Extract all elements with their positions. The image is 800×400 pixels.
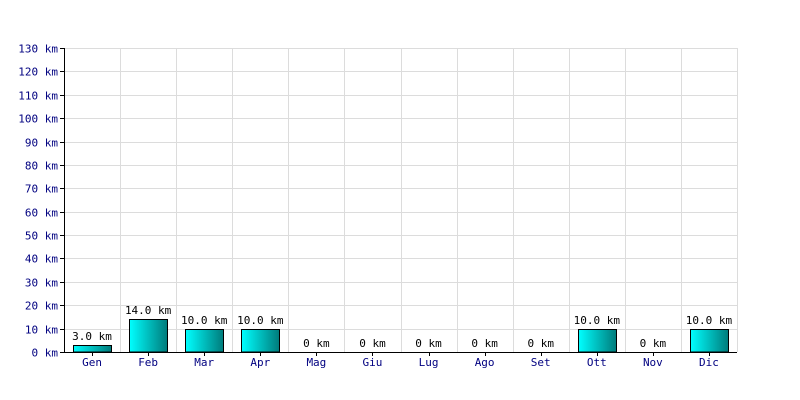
data-label: 10.0 km	[686, 314, 733, 327]
x-category-label: Giu	[363, 356, 383, 369]
y-tick-label: 70 km	[25, 183, 58, 196]
y-tick-label: 20 km	[25, 300, 58, 313]
bar-apr	[241, 329, 280, 353]
x-category-label: Gen	[82, 356, 102, 369]
data-label: 0 km	[303, 337, 330, 350]
data-label: 10.0 km	[181, 314, 228, 327]
y-tick-label: 80 km	[25, 160, 58, 173]
y-tick-label: 60 km	[25, 207, 58, 220]
bar-gen	[73, 345, 112, 353]
x-category-label: Dic	[699, 356, 719, 369]
bar-ott	[578, 329, 617, 353]
data-label: 0 km	[640, 337, 667, 350]
y-tick-labels: 0 km 10 km 20 km 30 km 40 km 50 km 60 km 70 km 8…	[18, 43, 58, 360]
x-category-label: Ott	[587, 356, 607, 369]
y-tick-label: 50 km	[25, 230, 58, 243]
x-category-label: Set	[531, 356, 551, 369]
bar-dic	[690, 329, 729, 353]
data-label: 0 km	[415, 337, 442, 350]
data-labels: 3.0 km 14.0 km 10.0 km 10.0 km 0 km 0 km 0 km 0…	[72, 304, 732, 350]
y-tick-label: 30 km	[25, 277, 58, 290]
data-label: 10.0 km	[237, 314, 284, 327]
x-category-label: Ago	[475, 356, 495, 369]
data-label: 10.0 km	[574, 314, 621, 327]
y-tick-label: 10 km	[25, 324, 58, 337]
x-category-label: Apr	[250, 356, 270, 369]
x-category-label: Feb	[138, 356, 158, 369]
data-label: 14.0 km	[125, 304, 172, 317]
y-tick-label: 110 km	[18, 90, 58, 103]
data-label: 0 km	[527, 337, 554, 350]
bar-mar	[185, 329, 224, 353]
data-label: 0 km	[359, 337, 386, 350]
y-tick-label: 40 km	[25, 253, 58, 266]
axes	[60, 48, 737, 356]
bar-feb	[129, 319, 168, 353]
y-tick-label: 90 km	[25, 137, 58, 150]
x-category-label: Lug	[419, 356, 439, 369]
y-tick-label: 0 km	[32, 347, 59, 360]
y-tick-label: 100 km	[18, 113, 58, 126]
x-category-label: Mag	[306, 356, 326, 369]
x-category-labels: Gen Feb Mar Apr Mag Giu Lug Ago Set Ott Nov Dic	[82, 356, 719, 369]
data-label: 0 km	[471, 337, 498, 350]
grid	[64, 48, 738, 353]
x-category-label: Nov	[643, 356, 663, 369]
data-label: 3.0 km	[72, 330, 112, 343]
y-tick-label: 120 km	[18, 66, 58, 79]
x-category-label: Mar	[194, 356, 214, 369]
y-tick-label: 130 km	[18, 43, 58, 56]
